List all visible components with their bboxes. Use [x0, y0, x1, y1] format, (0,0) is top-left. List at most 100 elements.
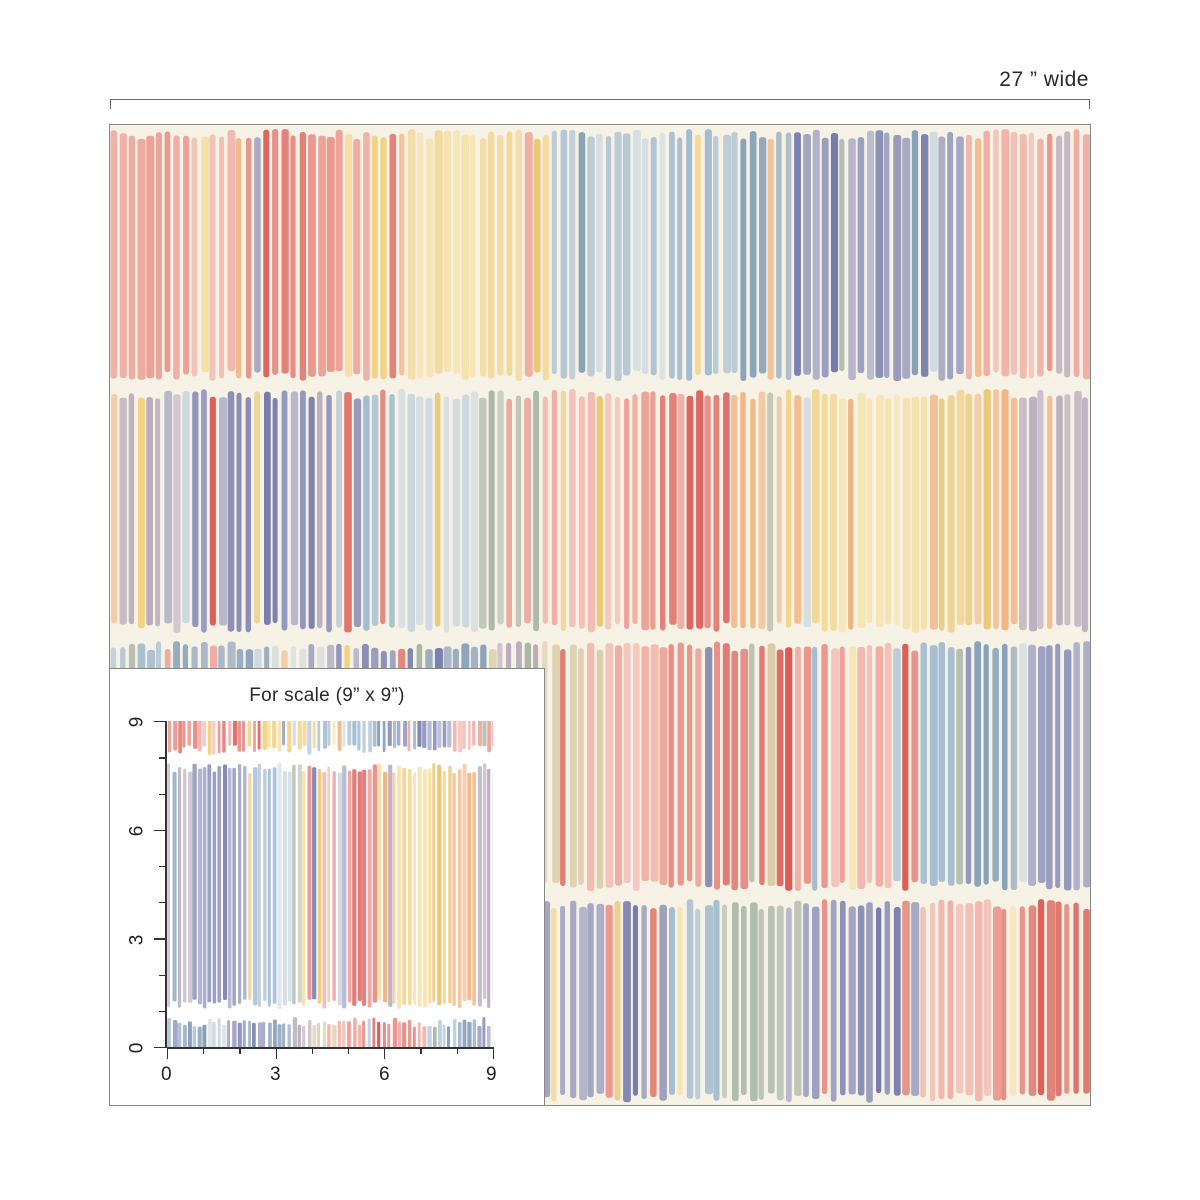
- brush-stroke: [920, 396, 927, 630]
- brush-stroke: [669, 907, 675, 1095]
- brush-stroke: [758, 908, 764, 1100]
- brush-stroke: [422, 1026, 427, 1047]
- brush-stroke: [596, 395, 603, 627]
- brush-stroke: [480, 138, 487, 377]
- brush-stroke: [641, 646, 649, 881]
- brush-stroke: [1038, 646, 1046, 883]
- brush-stroke: [705, 647, 713, 888]
- y-tick: [159, 974, 166, 976]
- x-tick: [348, 1047, 350, 1054]
- brush-stroke: [442, 1024, 446, 1047]
- brush-stroke: [292, 764, 296, 1005]
- brush-stroke: [857, 137, 865, 373]
- brush-stroke: [686, 129, 693, 381]
- brush-stroke: [705, 905, 714, 1095]
- brush-stroke: [758, 391, 766, 630]
- brush-stroke: [866, 902, 873, 1103]
- brush-stroke: [302, 1025, 306, 1047]
- brush-stroke: [297, 721, 303, 750]
- brush-stroke: [1073, 642, 1080, 891]
- x-tick: [203, 1047, 205, 1054]
- brush-stroke: [615, 645, 622, 886]
- brush-stroke: [596, 649, 604, 889]
- brush-stroke: [312, 721, 316, 749]
- brush-stroke: [821, 137, 829, 378]
- brush-stroke: [182, 1024, 187, 1047]
- brush-stroke: [138, 397, 145, 629]
- brush-stroke: [920, 906, 926, 1098]
- brush-stroke: [1037, 138, 1044, 377]
- brush-stroke: [227, 129, 236, 372]
- brush-stroke: [263, 129, 270, 378]
- brush-stroke: [650, 137, 657, 376]
- brush-stroke: [605, 643, 614, 888]
- brush-stroke: [462, 1019, 467, 1047]
- brush-stroke: [173, 394, 181, 633]
- brush-stroke: [317, 391, 323, 629]
- brush-stroke: [857, 905, 865, 1096]
- brush-stroke: [202, 721, 207, 747]
- brush-stroke: [938, 642, 946, 882]
- brush-stroke: [929, 645, 938, 886]
- brush-stroke: [292, 721, 296, 746]
- brush-stroke: [687, 644, 693, 882]
- brush-stroke: [262, 1021, 266, 1047]
- brush-stroke: [695, 648, 702, 887]
- brush-stroke: [467, 721, 471, 751]
- brush-stroke: [794, 900, 802, 1096]
- brush-stroke: [326, 394, 332, 633]
- brush-stroke: [560, 129, 568, 379]
- brush-stroke: [587, 391, 595, 633]
- brush-stroke: [1028, 132, 1035, 379]
- brush-stroke: [408, 1019, 412, 1047]
- brush-stroke: [443, 130, 452, 372]
- brush-stroke: [457, 769, 462, 1008]
- brush-stroke: [146, 135, 155, 379]
- brush-stroke: [472, 772, 476, 1006]
- brush-stroke: [452, 772, 456, 1006]
- brush-stroke: [587, 903, 594, 1098]
- brush-stroke: [427, 1025, 432, 1047]
- brush-stroke: [332, 1024, 337, 1047]
- brush-stroke: [272, 767, 277, 1004]
- brush-stroke: [434, 392, 441, 627]
- brush-stroke: [966, 134, 972, 380]
- brush-stroke: [759, 645, 765, 886]
- brush-stroke: [442, 771, 446, 1005]
- brush-stroke: [884, 398, 892, 625]
- brush-stroke: [248, 773, 252, 1001]
- brush-stroke: [1019, 133, 1027, 379]
- brush-stroke: [794, 132, 801, 376]
- brush-stroke: [974, 393, 982, 625]
- brush-stroke: [930, 902, 936, 1102]
- brush-stroke: [483, 763, 487, 1000]
- brush-stroke: [669, 393, 677, 625]
- brush-stroke: [650, 391, 656, 630]
- brush-stroke: [659, 132, 666, 381]
- brush-stroke: [569, 129, 576, 380]
- brush-stroke: [448, 765, 452, 1004]
- brush-stroke: [407, 769, 412, 1006]
- y-tick: [159, 902, 166, 904]
- brush-stroke: [839, 398, 847, 633]
- brush-stroke: [447, 721, 452, 748]
- brush-stroke: [921, 134, 929, 377]
- brush-stroke: [983, 130, 990, 377]
- brush-stroke: [173, 721, 178, 751]
- x-tick: [456, 1047, 458, 1054]
- brush-stroke: [312, 767, 317, 1000]
- brush-stroke: [965, 903, 974, 1096]
- brush-stroke: [367, 769, 372, 1008]
- brush-stroke: [432, 763, 436, 1002]
- brush-stroke: [947, 647, 955, 886]
- x-tick: [384, 1047, 386, 1059]
- brush-stroke: [902, 137, 911, 379]
- brush-stroke: [372, 764, 377, 1003]
- brush-stroke: [197, 768, 203, 1005]
- brush-stroke: [975, 901, 983, 1102]
- brush-stroke: [867, 130, 875, 380]
- brush-stroke: [633, 643, 640, 891]
- brush-stroke: [713, 394, 720, 632]
- brush-stroke: [723, 392, 730, 624]
- brush-stroke: [659, 904, 667, 1101]
